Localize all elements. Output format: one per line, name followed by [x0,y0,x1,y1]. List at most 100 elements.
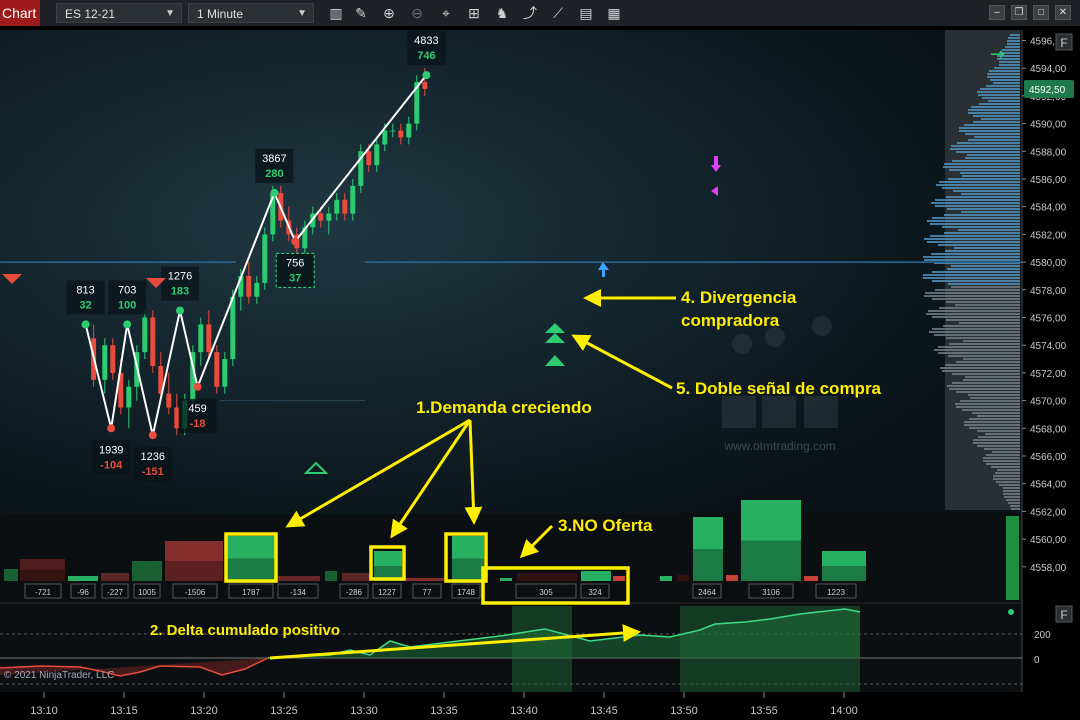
swing-label-box [178,398,217,433]
profile-bar [973,442,1020,444]
delta-label-box [228,583,274,599]
chart-canvas[interactable]: www.otmtrading.com 813 32 1939 -104 703 100 12… [0,26,1080,720]
profile-bar [993,478,1020,480]
delta-bar [226,536,276,581]
profile-bar [986,454,1020,456]
y-tick-label: 4570,00 [1030,397,1067,408]
x-tick-label: 14:00 [830,705,858,717]
bar-type-icon[interactable]: ▥ [329,5,343,21]
profile-bar [994,67,1020,69]
y-tick-label: 4596,00 [1030,37,1067,48]
delta-label: 77 [423,588,432,597]
candle-body [414,82,420,124]
profile-bar [963,379,1020,381]
profile-bar [930,223,1020,225]
profile-bar [955,304,1020,306]
profile-bar [932,316,1020,318]
x-tick-label: 13:25 [270,705,298,717]
magenta-arrow-icon [711,156,721,172]
delta-bar [517,573,577,581]
profile-bar [946,319,1020,321]
profile-bar [983,457,1020,459]
y-tick-label: 4558,00 [1030,563,1067,574]
watermark-url: www.otmtrading.com [723,439,835,453]
interval-selector[interactable]: 1 Minute ▼ [188,3,314,23]
swing-volume: 4833 [414,35,438,47]
profile-bar [968,112,1020,114]
indicator-icon[interactable]: ⤴ [523,5,537,21]
zoom-in-icon[interactable]: ⊕ [383,5,395,21]
profile-bar [945,250,1020,252]
profile-bar [924,238,1020,240]
profile-bar [952,382,1020,384]
y-tick-label: 4566,00 [1030,452,1067,463]
annotation-no-offer: 3.NO Oferta [558,516,653,535]
maximize-button[interactable]: □ [1033,5,1049,20]
copyright-text: © 2021 NinjaTrader, LLC [4,670,114,681]
highlight-box [224,532,278,583]
properties-icon[interactable]: ⟋ [553,5,563,21]
restore-button[interactable]: ❐ [1011,5,1027,20]
profile-bar [935,199,1020,201]
profile-bar [999,64,1020,66]
delta-bar [613,576,625,581]
swing-labels: 813 32 1939 -104 703 100 1236 -151 1276 183 459 -18… [66,31,446,482]
time-axis[interactable]: 13:10 13:15 13:20 13:25 13:30 13:35 13:40 13:45… [0,692,1080,720]
delta-bar [677,575,689,581]
arrow-right-icon[interactable]: → [990,44,1005,65]
annotation-cum-delta: 2. Delta cumulado positivo [150,622,340,639]
delta-bar [278,576,320,581]
candle-body [206,324,212,353]
cum-delta-line-negative [0,657,269,677]
swing-volume: 1236 [141,451,165,463]
buy-signal-triangle [303,461,329,474]
profile-bar [978,94,1020,96]
delta-label-box [451,583,481,599]
layout-icon[interactable]: ▦ [607,5,621,21]
close-button[interactable]: ✕ [1055,5,1071,20]
profile-bar [945,364,1020,366]
price-panel-label[interactable]: F [1060,36,1067,50]
delta-panel-label[interactable]: F [1060,608,1067,622]
profile-bar [952,160,1020,162]
profile-bar [939,307,1020,309]
profile-bar [988,100,1020,102]
candle-body [150,317,156,366]
y-tick-label: 4586,00 [1030,175,1067,186]
instrument-selector[interactable]: ES 12-21 ▼ [56,3,182,23]
price-panel[interactable] [0,30,1022,514]
delta-label-box [133,583,161,599]
y-tick-label: 4576,00 [1030,314,1067,325]
y-tick-label: 4560,00 [1030,535,1067,546]
delta-bar [660,576,672,581]
data-box-icon[interactable]: ⊞ [468,5,480,21]
profile-bar [925,292,1020,294]
profile-bar [924,295,1020,297]
profile-bar [977,445,1020,447]
interval-value: 1 Minute [197,7,244,21]
strategy-icon[interactable]: ♞ [495,5,509,21]
delta-label: -134 [290,588,307,597]
chart-tab[interactable]: Chart [0,0,40,26]
profile-bar [946,196,1020,198]
annotations: 1.Demanda creciendo 2. Delta cumulado pos… [150,288,882,660]
zoom-out-icon[interactable]: ⊖ [411,5,423,21]
candle-body [358,151,364,186]
profile-bar [973,115,1020,117]
crosshair-icon[interactable]: ⌖ [442,5,450,21]
price-axis[interactable]: 4596,004594,004592,004590,004588,004586,… [1022,37,1074,667]
template-icon[interactable]: ▤ [579,5,593,21]
profile-bar [997,58,1020,60]
delta-label: 1005 [138,588,156,597]
pencil-icon[interactable]: ✎ [355,5,367,21]
cum-tick-label: 200 [1034,630,1051,641]
annotation-arrow [519,524,554,559]
profile-bar [972,412,1020,414]
delta-label-box [412,583,442,599]
minimize-button[interactable]: – [989,5,1005,20]
profile-bar [948,355,1020,357]
delta-bar-shade [822,566,866,581]
highlight-box [444,532,488,583]
profile-bar [948,283,1020,285]
profile-bar [996,481,1020,483]
